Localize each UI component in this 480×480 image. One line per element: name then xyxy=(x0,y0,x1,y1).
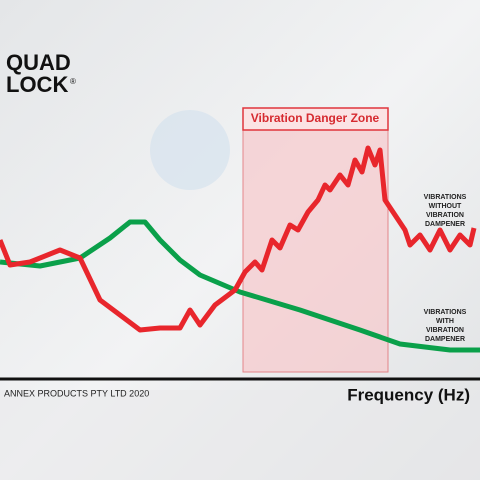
danger-zone xyxy=(242,109,389,373)
zone-label-box xyxy=(242,107,389,131)
background-shape xyxy=(0,390,480,480)
curve-label: VIBRATIONS xyxy=(424,309,467,316)
curve-without-dampener xyxy=(0,145,477,333)
x-axis-label: Frequency (Hz) xyxy=(347,385,470,404)
curve-label: VIBRATIONS xyxy=(424,194,467,201)
curve-label: WITHOUT xyxy=(429,203,462,210)
curve-label: WITH xyxy=(436,318,454,325)
curve-label: DAMPENER xyxy=(425,221,465,228)
curve-label: VIBRATION xyxy=(426,212,464,219)
logo-line: QUAD xyxy=(6,50,71,75)
zone-label: Vibration Danger Zone xyxy=(251,111,380,125)
logo-mark: ® xyxy=(70,77,76,86)
curve-label: VIBRATION xyxy=(426,327,464,334)
curve-label: DAMPENER xyxy=(425,336,465,343)
background-shape xyxy=(150,110,230,190)
logo-line: LOCK xyxy=(6,72,68,97)
curve-with-dampener xyxy=(0,219,480,353)
copyright: ANNEX PRODUCTS PTY LTD 2020 xyxy=(4,388,149,398)
